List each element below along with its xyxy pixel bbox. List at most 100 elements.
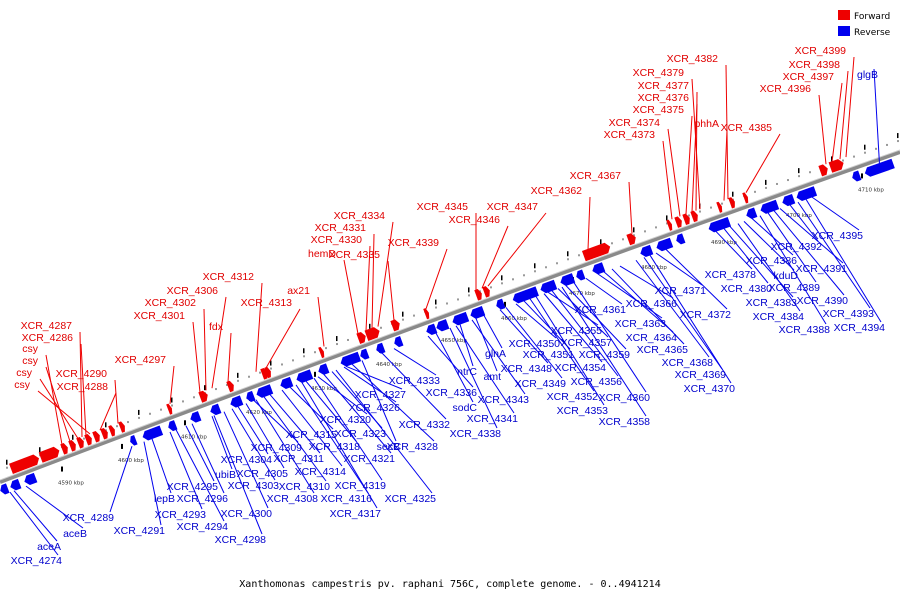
leader-line <box>831 82 843 163</box>
reverse-gene-label: XCR_4311 <box>273 453 324 465</box>
reverse-gene-label: XCR_4352 <box>547 391 599 403</box>
forward-gene-label: XCR_4301 <box>134 310 186 322</box>
minor-tick <box>468 287 470 293</box>
forward-gene <box>68 440 76 452</box>
minor-tick <box>688 214 690 217</box>
reverse-gene-label: XCR_4348 <box>501 363 553 375</box>
minor-tick <box>600 239 602 245</box>
label-leader-lines <box>9 56 882 556</box>
leader-line <box>345 365 403 390</box>
leader-line <box>839 70 849 160</box>
leader-line <box>37 390 91 435</box>
reverse-gene-label: amt <box>483 371 501 383</box>
reverse-gene-label: XCR_4350 <box>509 338 561 350</box>
leader-line <box>585 277 623 305</box>
reverse-gene <box>796 186 818 202</box>
forward-gene <box>482 286 490 298</box>
reverse-gene-label: XCR_4357 <box>561 337 613 349</box>
forward-gene-label: csy <box>14 379 31 391</box>
leader-line <box>797 201 871 309</box>
leader-line <box>263 396 327 482</box>
leader-line <box>377 221 394 327</box>
minor-tick <box>160 408 162 411</box>
leader-line <box>269 394 321 454</box>
reverse-gene <box>592 262 606 275</box>
reverse-gene-label: aceA <box>37 541 61 553</box>
leader-line <box>729 226 794 298</box>
reverse-gene <box>852 170 862 182</box>
leader-line <box>597 273 663 319</box>
leader-line <box>811 196 860 231</box>
leader-line <box>223 411 269 509</box>
reverse-gene-label: XCR_4338 <box>450 428 502 440</box>
leader-line <box>667 128 681 217</box>
minor-tick <box>336 343 338 346</box>
minor-tick <box>215 388 217 391</box>
reverse-gene-label: XCR_4310 <box>279 481 331 493</box>
reverse-gene-label: XCR_4332 <box>399 419 451 431</box>
kbp-tick-label: 4680 kbp <box>641 265 667 271</box>
forward-gene-label: ax21 <box>287 285 310 297</box>
forward-gene-label: XCR_4302 <box>145 297 197 309</box>
minor-tick <box>6 459 8 465</box>
reverse-gene-label: XCR_4317 <box>330 508 382 520</box>
minor-tick <box>446 302 448 305</box>
reverse-gene-label: XCR_4389 <box>769 282 821 294</box>
leader-line <box>305 380 357 442</box>
minor-tick <box>567 251 569 257</box>
leader-line <box>79 331 83 438</box>
leader-line <box>211 416 233 470</box>
leader-line <box>255 282 263 372</box>
leader-line <box>211 296 227 389</box>
forward-gene-label: XCR_4287 <box>21 320 73 332</box>
reverse-gene <box>256 384 274 398</box>
reverse-gene-label: ubiB <box>215 469 236 481</box>
reverse-gene <box>470 305 486 319</box>
reverse-gene-label: XCR_4343 <box>478 394 530 406</box>
kbp-tick-label: 4700 kbp <box>786 213 812 219</box>
reverse-gene-label: XCR_4296 <box>177 493 229 505</box>
leader-line <box>759 215 827 325</box>
forward-gene-label: hemD <box>308 248 336 260</box>
reverse-gene <box>708 216 732 233</box>
minor-tick <box>512 278 514 281</box>
forward-gene-label: XCR_4398 <box>789 59 841 71</box>
reverse-gene-label: XCR_4384 <box>753 311 805 323</box>
reverse-gene-label: XCR_4323 <box>335 428 387 440</box>
reverse-gene-label: XCR_4395 <box>812 230 864 242</box>
kbp-tick-label: 4610 kbp <box>181 434 207 440</box>
leader-line <box>317 296 325 347</box>
minor-tick <box>897 140 899 143</box>
reverse-gene-label: XCR_4309 <box>251 442 303 454</box>
reverse-gene <box>864 158 895 177</box>
leader-line <box>745 133 781 193</box>
leader-line <box>45 354 63 445</box>
leader-line <box>767 212 817 283</box>
forward-gene <box>423 308 430 320</box>
leader-line <box>45 366 71 442</box>
reverse-gene-label: XCR_4351 <box>523 349 575 361</box>
forward-gene-label: csy <box>22 343 39 355</box>
reverse-gene-label: glnA <box>485 348 506 360</box>
reverse-gene-label: XCR_4369 <box>675 369 727 381</box>
leader-line <box>619 265 674 299</box>
reverse-gene-label: XCR_4390 <box>797 295 849 307</box>
minor-tick <box>149 412 151 415</box>
kbp-tick-label: 4600 kbp <box>118 458 144 464</box>
leader-line <box>435 332 474 403</box>
forward-gene-label: XCR_4373 <box>604 129 656 141</box>
leader-line <box>449 327 498 429</box>
legend: Forward Reverse <box>838 10 891 38</box>
reverse-gene-label: lepB <box>154 493 175 505</box>
kbp-tick-label: 4590 kbp <box>58 481 84 487</box>
leader-line <box>203 308 207 391</box>
leader-line <box>237 406 269 455</box>
forward-gene <box>166 403 173 415</box>
minor-tick <box>116 425 118 428</box>
reverse-gene-label: XCR_4361 <box>575 304 627 316</box>
forward-gene <box>474 288 482 301</box>
reverse-gene <box>360 348 370 360</box>
minor-tick <box>776 182 778 185</box>
reverse-gene <box>10 478 22 491</box>
legend-forward-swatch <box>838 10 850 20</box>
